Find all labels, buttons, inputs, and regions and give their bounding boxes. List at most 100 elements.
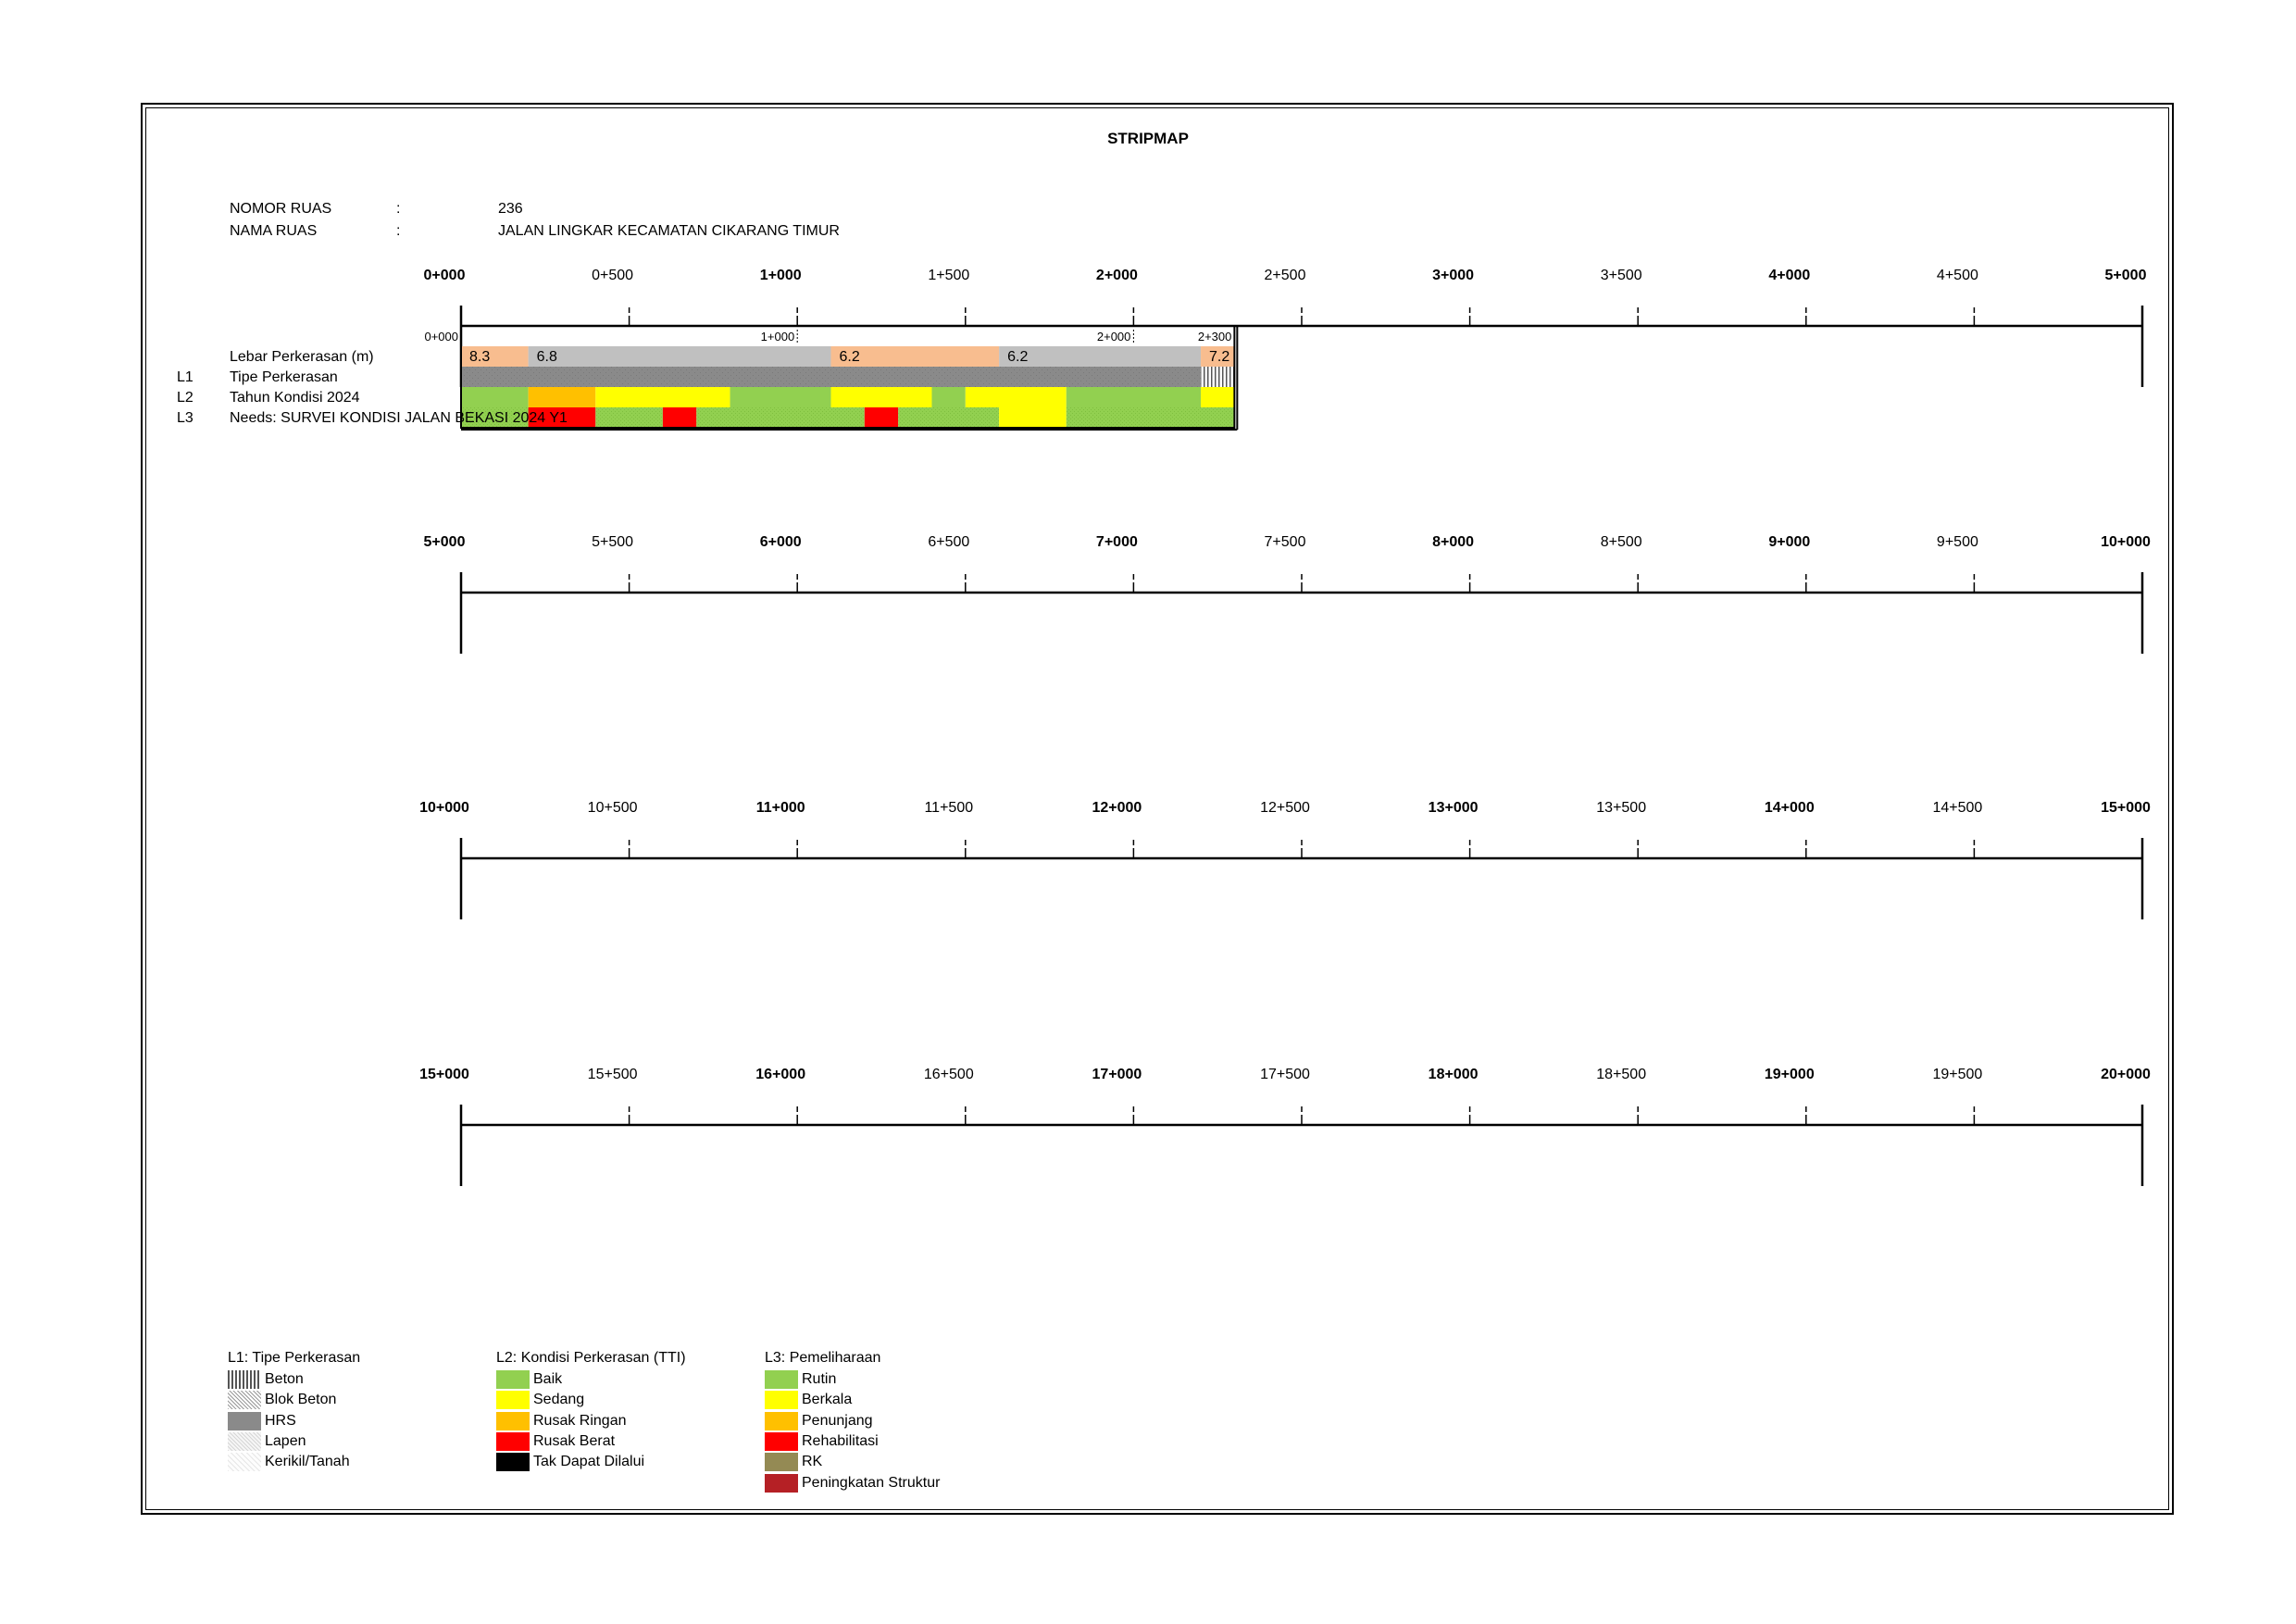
legend-swatch xyxy=(228,1370,261,1389)
km-label: 12+500 xyxy=(1260,800,1310,816)
legend-label: Baik xyxy=(533,1371,563,1387)
lebar-value: 6.2 xyxy=(1007,349,1028,365)
km-label: 12+000 xyxy=(1092,800,1142,816)
km-label: 19+000 xyxy=(1765,1067,1815,1082)
legend-label: Lapen xyxy=(265,1432,306,1449)
kondisi-segment xyxy=(830,387,932,407)
km-label: 9+000 xyxy=(1768,534,1810,550)
lebar-value: 7.2 xyxy=(1209,349,1229,365)
legend-swatch xyxy=(765,1431,798,1451)
legend-label: Kerikil/Tanah xyxy=(265,1454,350,1470)
legend-swatch xyxy=(228,1391,261,1410)
km-label: 15+500 xyxy=(588,1067,638,1082)
tipe-segment xyxy=(1201,367,1235,387)
page-frame-inner xyxy=(145,107,2169,1510)
legend-swatch xyxy=(228,1411,261,1430)
needs-segment xyxy=(1066,407,1235,428)
needs-segment xyxy=(696,407,865,428)
road-marker-label: 2+000 xyxy=(1097,330,1131,344)
km-label: 17+000 xyxy=(1092,1067,1142,1082)
km-label: 17+500 xyxy=(1260,1067,1310,1082)
legend-label: RK xyxy=(802,1454,823,1470)
road-marker-label: 0+000 xyxy=(424,330,458,344)
nomor-ruas-value: 236 xyxy=(498,201,523,217)
road-marker-label: 2+300 xyxy=(1198,330,1232,344)
needs-segment xyxy=(864,407,899,428)
kondisi-segment xyxy=(1201,387,1235,407)
legend-l1-title: L1: Tipe Perkerasan xyxy=(228,1350,361,1366)
needs-segment xyxy=(461,407,529,428)
legend-swatch xyxy=(228,1431,261,1451)
km-label: 10+000 xyxy=(419,800,469,816)
legend-swatch xyxy=(765,1391,798,1410)
legend-label: Rusak Ringan xyxy=(533,1412,627,1429)
legend-swatch xyxy=(496,1411,530,1430)
km-label: 9+500 xyxy=(1937,534,1978,550)
km-label: 14+000 xyxy=(1765,800,1815,816)
legend-swatch xyxy=(496,1431,530,1451)
legend-swatch xyxy=(496,1370,530,1389)
lebar-segment xyxy=(1201,346,1235,367)
legend-label: Sedang xyxy=(533,1392,585,1408)
km-label: 0+000 xyxy=(424,268,466,283)
km-label: 1+500 xyxy=(928,268,969,283)
km-label: 0+500 xyxy=(592,268,633,283)
km-label: 15+000 xyxy=(419,1067,469,1082)
km-label: 11+000 xyxy=(756,800,805,816)
km-label: 19+500 xyxy=(1932,1067,1982,1082)
km-label: 6+500 xyxy=(928,534,969,550)
kondisi-segment xyxy=(931,387,966,407)
road-row-prefix: L3 xyxy=(177,410,193,426)
km-label: 5+000 xyxy=(424,534,466,550)
nama-ruas-colon: : xyxy=(396,223,401,239)
needs-segment xyxy=(595,407,663,428)
km-label: 2+000 xyxy=(1096,268,1138,283)
km-label: 15+000 xyxy=(2101,800,2151,816)
nama-ruas-label: NAMA RUAS xyxy=(230,223,318,239)
km-label: 4+000 xyxy=(1768,268,1810,283)
needs-segment xyxy=(662,407,697,428)
road-row-prefix: L2 xyxy=(177,390,193,406)
km-label: 3+500 xyxy=(1601,268,1642,283)
km-label: 14+500 xyxy=(1932,800,1982,816)
kondisi-segment xyxy=(595,387,730,407)
legend-label: Penunjang xyxy=(802,1412,873,1429)
kondisi-segment xyxy=(965,387,1067,407)
km-label: 20+000 xyxy=(2101,1067,2151,1082)
km-label: 13+000 xyxy=(1429,800,1479,816)
km-label: 11+500 xyxy=(924,800,973,816)
lebar-value: 6.8 xyxy=(537,349,557,365)
legend-l2-title: L2: Kondisi Perkerasan (TTI) xyxy=(496,1350,686,1366)
nomor-ruas-label: NOMOR RUAS xyxy=(230,201,332,217)
lebar-segment xyxy=(461,346,529,367)
km-label: 6+000 xyxy=(760,534,802,550)
road-row-label: Tahun Kondisi 2024 xyxy=(230,390,360,406)
lebar-value: 8.3 xyxy=(469,349,490,365)
km-label: 16+500 xyxy=(924,1067,974,1082)
km-label: 7+000 xyxy=(1096,534,1138,550)
lebar-segment xyxy=(999,346,1202,367)
legend-swatch xyxy=(765,1411,798,1430)
page-title: STRIPMAP xyxy=(1107,130,1189,147)
lebar-value: 6.2 xyxy=(840,349,860,365)
legend-label: Rusak Berat xyxy=(533,1432,616,1449)
lebar-segment xyxy=(830,346,1000,367)
needs-segment xyxy=(898,407,1000,428)
legend-label: HRS xyxy=(265,1412,296,1429)
km-label: 18+000 xyxy=(1429,1067,1479,1082)
legend-swatch xyxy=(765,1473,798,1493)
kondisi-segment xyxy=(528,387,596,407)
km-label: 10+000 xyxy=(2101,534,2151,550)
legend-label: Beton xyxy=(265,1371,304,1387)
tipe-segment xyxy=(461,367,1202,387)
kondisi-segment xyxy=(461,387,529,407)
km-label: 16+000 xyxy=(755,1067,805,1082)
lebar-segment xyxy=(528,346,831,367)
legend-swatch xyxy=(496,1453,530,1472)
km-label: 4+500 xyxy=(1937,268,1978,283)
km-label: 1+000 xyxy=(760,268,802,283)
km-label: 2+500 xyxy=(1265,268,1306,283)
kondisi-segment xyxy=(1066,387,1202,407)
km-label: 5+500 xyxy=(592,534,633,550)
